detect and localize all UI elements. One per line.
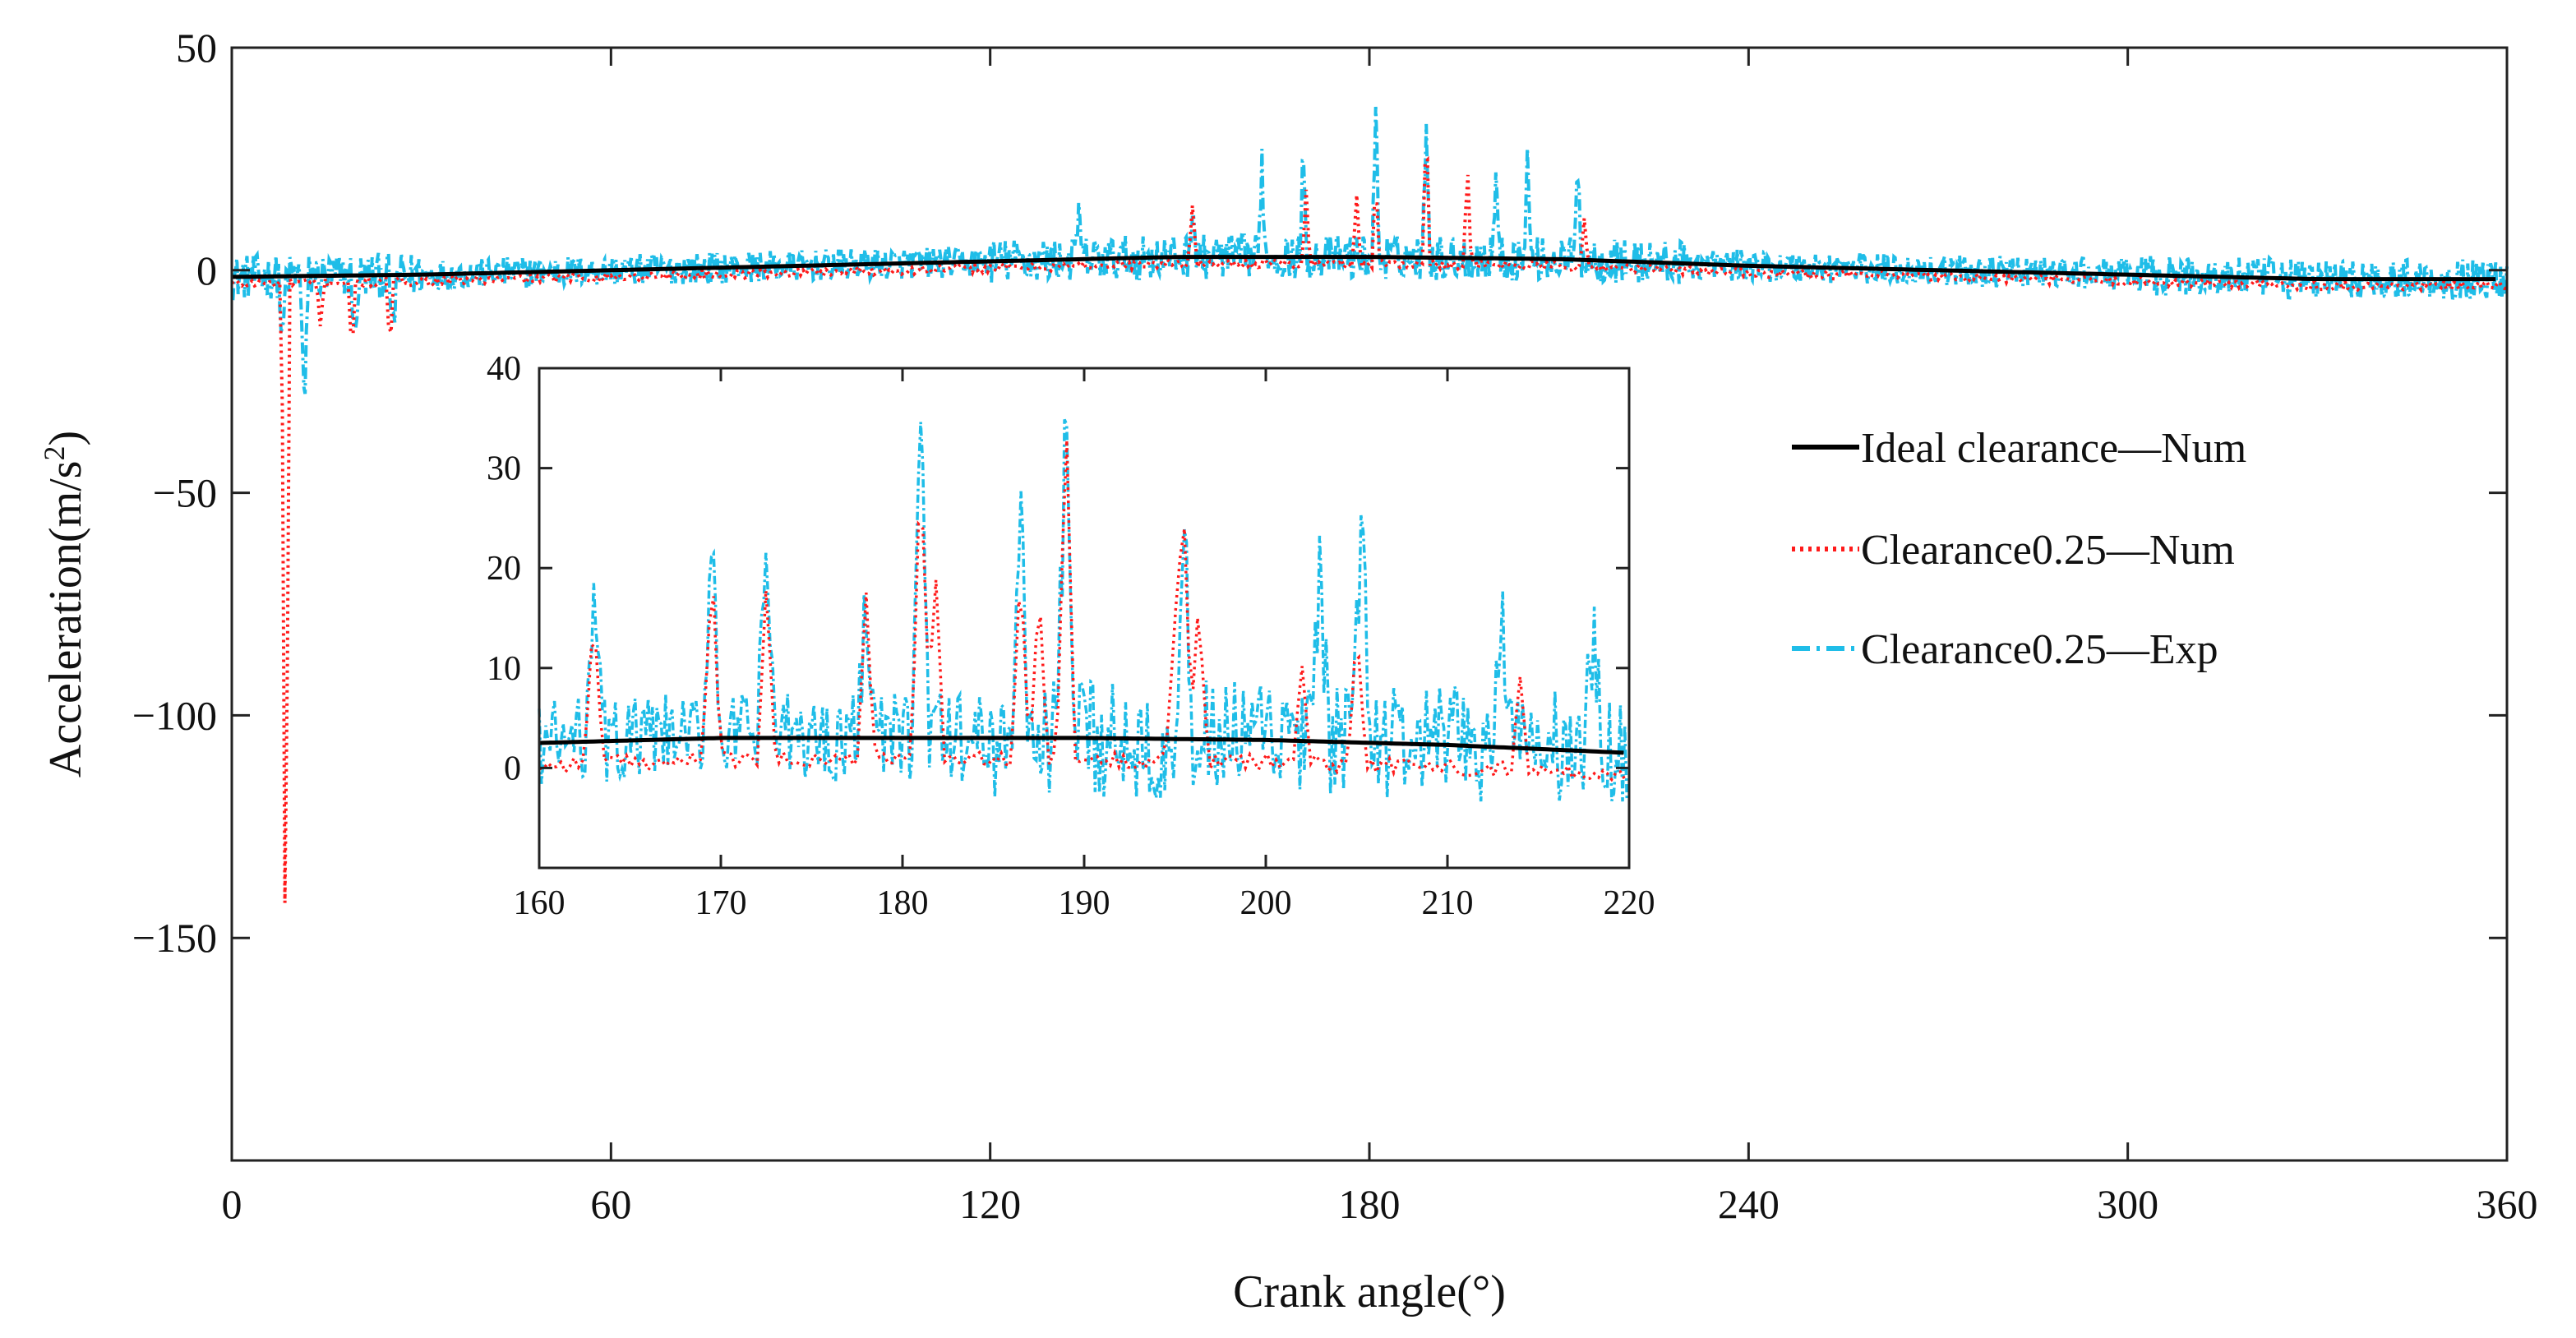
inset-series-layer [538,418,1629,802]
inset-tick-layer: 160 170 180 190 200 210 220 40 30 20 10 0 [487,350,1655,922]
x-tick-label: 360 [2477,1181,2538,1227]
legend: Ideal clearance—Num Clearance0.25—Num Cl… [1792,425,2246,673]
series-ideal [538,736,1624,755]
series-clearance-num [230,155,2508,903]
x-tick-label: 60 [590,1181,631,1227]
x-tick-label: 180 [1339,1181,1401,1227]
legend-label-ideal: Ideal clearance—Num [1861,425,2246,472]
y-tick-label: −100 [132,692,217,738]
y-tick-label: −150 [132,915,217,961]
x-tick-label: 120 [959,1181,1021,1227]
x-tick-label: 170 [695,884,747,922]
inset-plot-area: 160 170 180 190 200 210 220 40 30 20 10 0 [487,350,1655,922]
y-tick-label: −50 [153,470,217,516]
x-tick-label: 180 [877,884,929,922]
x-tick-label: 0 [222,1181,242,1227]
y-tick-label: 50 [176,25,217,71]
main-series-layer [230,106,2509,903]
y-tick-label: 0 [196,247,217,293]
legend-label-clearance-exp: Clearance0.25—Exp [1861,626,2218,673]
x-axis-label: Crank angle(°) [1233,1266,1506,1317]
x-tick-label: 210 [1422,884,1474,922]
x-tick-label: 160 [514,884,566,922]
y-axis-label: Acceleration(m/s2) [38,431,91,777]
series-ideal [231,255,2496,282]
y-axis-label-sup: 2 [38,446,71,461]
x-tick-label: 300 [2097,1181,2158,1227]
series-clearance-exp [538,418,1629,802]
y-axis-label-main: Acceleration(m/s [40,461,91,778]
y-tick-label: 0 [504,750,521,787]
x-tick-label: 190 [1059,884,1110,922]
x-tick-label: 200 [1240,884,1292,922]
y-tick-label: 20 [487,550,521,588]
y-tick-label: 40 [487,350,521,388]
inset-background [539,368,1629,868]
y-tick-label: 10 [487,650,521,688]
y-tick-label: 30 [487,450,521,488]
y-axis-label-close: ) [40,431,91,446]
x-tick-label: 240 [1718,1181,1780,1227]
x-tick-label: 220 [1604,884,1655,922]
legend-label-clearance-num: Clearance0.25—Num [1861,527,2235,574]
